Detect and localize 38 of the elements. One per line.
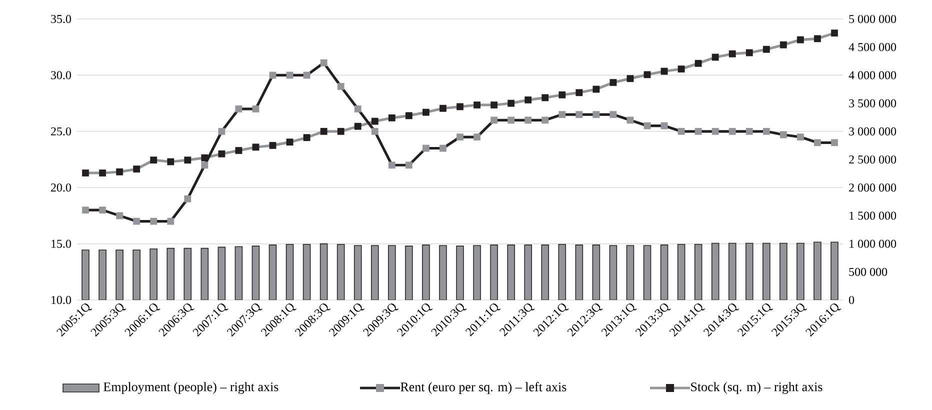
bar	[268, 244, 277, 300]
legend-label: Rent (euro per sq. m) – left axis	[400, 382, 566, 394]
y2-tick-label: 1 000 000	[850, 240, 896, 248]
bar	[626, 245, 634, 300]
bar	[302, 244, 311, 300]
legend-label: Stock (sq. m) – right axis	[691, 382, 822, 394]
bar	[252, 246, 260, 300]
bar	[218, 246, 226, 300]
bar	[234, 246, 243, 300]
legend-label: Employment (people) – right axis	[104, 382, 278, 394]
y2-tick-label: 500 000	[849, 268, 888, 276]
bar	[660, 244, 668, 300]
y2-tick-label: 2 500 000	[849, 155, 896, 164]
bar	[336, 244, 345, 300]
y-tick-label: 10.0	[52, 296, 72, 304]
bar	[320, 243, 328, 300]
bar	[711, 242, 720, 300]
y-tick-label: 15.0	[52, 240, 72, 248]
bar	[575, 244, 584, 300]
bar	[609, 245, 618, 300]
y2-tick-label: 5 000 000	[849, 14, 896, 24]
y2-tick-label: 2 000 000	[849, 184, 896, 192]
bar	[286, 244, 294, 300]
bar	[643, 245, 652, 300]
y2-tick-label: 3 500 000	[849, 99, 896, 108]
y2-tick-label: 0	[848, 296, 854, 304]
y2-tick-label: 4 500 000	[848, 43, 896, 52]
y-tick-label: 35.0	[51, 14, 72, 24]
bar	[200, 248, 209, 300]
y-tick-label: 20.0	[51, 184, 72, 192]
y-tick-label: 25.0	[51, 127, 72, 136]
bar	[592, 244, 600, 300]
y2-tick-label: 3 000 000	[849, 127, 896, 136]
y2-tick-label: 4 000 000	[848, 71, 896, 80]
y-tick-label: 30.0	[51, 71, 72, 80]
bar	[694, 244, 702, 300]
y2-tick-label: 1 500 000	[850, 212, 896, 220]
bar	[677, 244, 686, 300]
